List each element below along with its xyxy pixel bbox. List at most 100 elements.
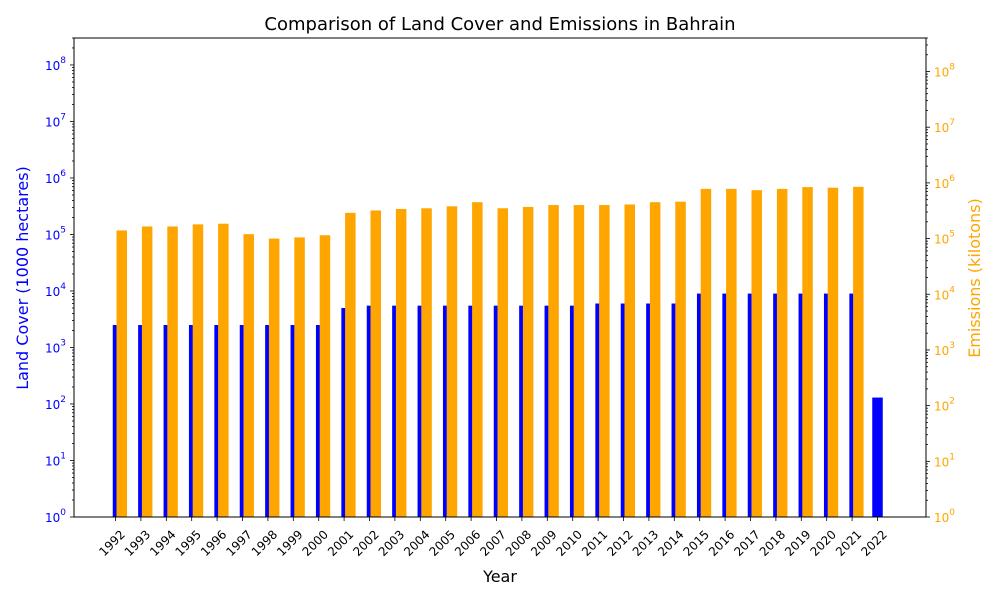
bar-land-cover-2004 xyxy=(417,305,424,517)
x-tick-label-2017: 2017 xyxy=(731,527,762,558)
x-tick-label-2002: 2002 xyxy=(350,527,381,558)
x-tick-label-2020: 2020 xyxy=(808,527,839,558)
bar-emissions-2002 xyxy=(370,210,381,517)
x-tick-label-2000: 2000 xyxy=(300,527,331,558)
bar-emissions-2008 xyxy=(522,206,534,517)
right-tick-label: 101 xyxy=(934,452,955,469)
bar-land-cover-2007 xyxy=(493,305,500,517)
left-tick-label: 103 xyxy=(45,338,66,355)
bar-land-cover-2015 xyxy=(696,293,703,517)
x-tick-label-2016: 2016 xyxy=(706,527,737,558)
x-tick-label-2018: 2018 xyxy=(757,527,788,558)
bar-emissions-1998 xyxy=(268,238,280,517)
bar-emissions-2012 xyxy=(624,204,635,517)
bar-land-cover-2006 xyxy=(468,305,474,517)
bar-emissions-2009 xyxy=(548,205,559,518)
bar-emissions-2001 xyxy=(345,212,356,517)
bar-emissions-2003 xyxy=(395,208,407,518)
bar-land-cover-2021 xyxy=(849,293,855,517)
right-tick-label: 104 xyxy=(934,285,955,302)
plot-area: 100 101 102 103 104 105 106 107 108 100 101 102 103 1… xyxy=(45,37,955,559)
x-tick-label-2022: 2022 xyxy=(858,527,889,558)
right-tick-label: 105 xyxy=(934,229,955,246)
right-tick-label: 103 xyxy=(934,340,955,357)
bar-land-cover-2017 xyxy=(747,293,754,517)
bar-land-cover-2005 xyxy=(442,305,449,517)
x-tick-label-2009: 2009 xyxy=(528,527,559,558)
left-tick-label: 104 xyxy=(45,281,66,298)
x-tick-label-2014: 2014 xyxy=(655,527,686,558)
bar-emissions-2005 xyxy=(446,206,458,518)
x-tick-label-2007: 2007 xyxy=(477,527,508,558)
bar-emissions-2017 xyxy=(751,190,762,517)
bar-land-cover-2009 xyxy=(544,305,551,517)
x-tick-label-1994: 1994 xyxy=(147,527,178,558)
bar-land-cover-2016 xyxy=(722,293,728,517)
bar-land-cover-2003 xyxy=(392,305,398,517)
y-axis-right-title: Emissions (kilotons) xyxy=(965,198,984,358)
bar-land-cover-2008 xyxy=(519,305,525,517)
x-tick-label-2010: 2010 xyxy=(554,527,585,558)
bar-land-cover-2014 xyxy=(671,303,678,517)
bar-land-cover-2019 xyxy=(798,293,805,517)
bar-emissions-2010 xyxy=(573,205,585,518)
bar-emissions-2004 xyxy=(421,208,432,517)
left-tick-label: 102 xyxy=(45,394,66,411)
bar-emissions-2011 xyxy=(599,205,610,518)
left-tick-label: 105 xyxy=(45,225,66,242)
bar-emissions-1994 xyxy=(167,226,178,517)
bar-emissions-2006 xyxy=(472,202,483,517)
bar-emissions-2013 xyxy=(649,202,661,517)
bar-land-cover-1993 xyxy=(138,325,144,517)
x-tick-label-2008: 2008 xyxy=(503,527,534,558)
bar-land-cover-2001 xyxy=(341,307,347,517)
bar-emissions-2007 xyxy=(497,208,508,517)
x-tick-label-1998: 1998 xyxy=(249,527,280,558)
left-tick-label: 106 xyxy=(45,168,66,185)
bar-land-cover-2013 xyxy=(646,303,652,517)
bar-land-cover-2010 xyxy=(569,305,576,517)
bar-land-cover-1994 xyxy=(163,325,170,517)
bar-land-cover-1995 xyxy=(188,325,195,517)
y-axis-left-title: Land Cover (1000 hectares) xyxy=(13,166,32,390)
bar-land-cover-2022 xyxy=(872,397,883,517)
bar-emissions-2019 xyxy=(802,187,813,518)
x-axis-title: Year xyxy=(482,567,517,586)
x-tick-label-2006: 2006 xyxy=(452,527,483,558)
x-tick-label-1999: 1999 xyxy=(274,527,305,558)
x-tick-label-2011: 2011 xyxy=(579,527,610,558)
bar-emissions-2015 xyxy=(700,188,712,517)
x-tick-label-1993: 1993 xyxy=(122,527,153,558)
bar-emissions-1993 xyxy=(141,226,153,517)
bar-land-cover-2020 xyxy=(823,293,830,517)
bar-land-cover-2002 xyxy=(366,305,373,517)
bar-emissions-1992 xyxy=(116,230,127,517)
bar-emissions-2014 xyxy=(675,201,686,518)
right-tick-label: 102 xyxy=(934,396,955,413)
bar-emissions-1996 xyxy=(218,223,229,517)
x-tick-label-2019: 2019 xyxy=(782,527,813,558)
x-tick-label-2005: 2005 xyxy=(427,527,458,558)
left-tick-label: 107 xyxy=(45,112,66,129)
chart-title: Comparison of Land Cover and Emissions i… xyxy=(264,14,735,35)
bar-emissions-2016 xyxy=(726,188,737,517)
bar-land-cover-1999 xyxy=(290,325,297,517)
right-tick-label: 100 xyxy=(934,508,955,525)
right-tick-label: 108 xyxy=(934,62,955,79)
bar-emissions-2020 xyxy=(827,187,839,517)
bar-land-cover-2000 xyxy=(315,325,322,517)
left-tick-label: 101 xyxy=(45,451,66,468)
bar-land-cover-1997 xyxy=(239,325,246,517)
x-tick-label-1995: 1995 xyxy=(173,527,204,558)
x-tick-label-2021: 2021 xyxy=(833,527,864,558)
bar-land-cover-2018 xyxy=(773,293,779,517)
bar-emissions-2021 xyxy=(853,186,864,517)
x-tick-label-1992: 1992 xyxy=(96,527,127,558)
left-tick-label: 100 xyxy=(45,508,66,525)
bar-land-cover-1998 xyxy=(265,325,271,517)
x-tick-label-2004: 2004 xyxy=(401,527,432,558)
x-tick-label-1997: 1997 xyxy=(223,527,254,558)
bar-land-cover-1992 xyxy=(112,325,119,517)
